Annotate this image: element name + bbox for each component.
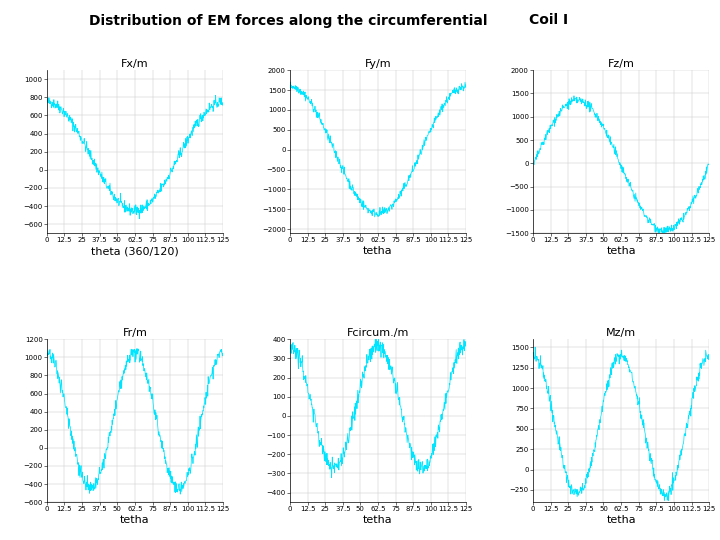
X-axis label: tetha: tetha — [363, 246, 393, 256]
X-axis label: tetha: tetha — [363, 515, 393, 525]
Title: Fr/m: Fr/m — [122, 328, 148, 339]
Text: Coil I: Coil I — [529, 14, 568, 28]
X-axis label: theta (360/120): theta (360/120) — [91, 246, 179, 256]
Title: Mz/m: Mz/m — [606, 328, 636, 339]
Text: Distribution of EM forces along the circumferential: Distribution of EM forces along the circ… — [89, 14, 487, 28]
X-axis label: tetha: tetha — [120, 515, 150, 525]
Title: Fcircum./m: Fcircum./m — [347, 328, 409, 339]
X-axis label: tetha: tetha — [606, 515, 636, 525]
Title: Fz/m: Fz/m — [608, 59, 634, 70]
Title: Fy/m: Fy/m — [365, 59, 391, 70]
X-axis label: tetha: tetha — [606, 246, 636, 256]
Title: Fx/m: Fx/m — [121, 59, 149, 70]
